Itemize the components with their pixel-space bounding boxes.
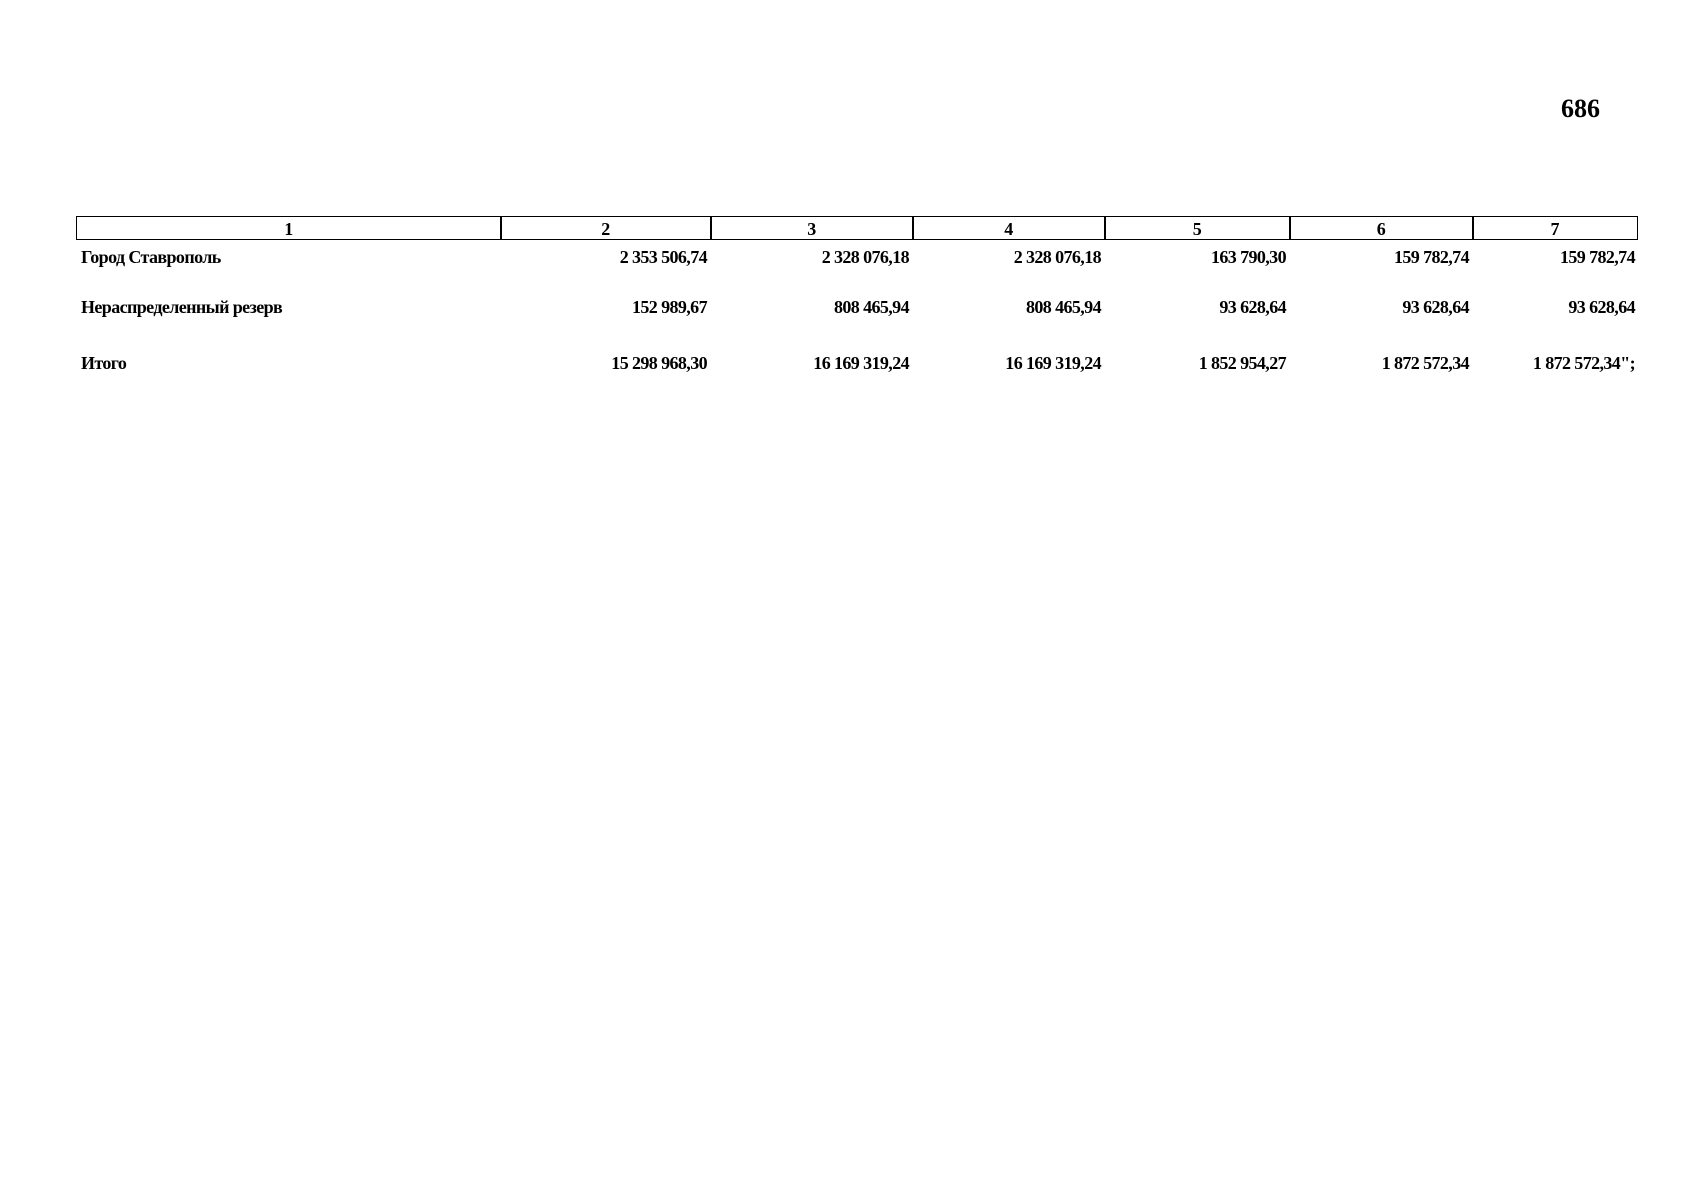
row-label: Нераспределенный резерв [81,297,283,317]
header-cell: 2 [500,216,712,240]
value-cell: 159 782,74 [1393,247,1470,267]
value-cell: 808 465,94 [1025,297,1102,317]
value-cell: 16 169 319,24 [813,353,909,373]
value-cell: 159 782,74 [1559,247,1636,267]
header-cell: 1 [76,216,502,240]
value-cell: 16 169 319,24 [1005,353,1101,373]
value-cell: 93 628,64 [1568,297,1635,317]
value-cell: 152 989,67 [631,297,708,317]
value-cell: 1 852 954,27 [1198,353,1287,373]
value-cell: 163 790,30 [1210,247,1287,267]
header-cell: 3 [710,216,914,240]
value-cell: 1 872 572,34 [1381,353,1470,373]
value-cell: 93 628,64 [1402,297,1469,317]
header-cell: 6 [1289,216,1474,240]
header-cell: 5 [1104,216,1291,240]
value-cell: 808 465,94 [833,297,910,317]
value-cell: 15 298 968,30 [611,353,707,373]
header-cell: 7 [1472,216,1638,240]
value-cell: 2 328 076,18 [1013,247,1102,267]
value-cell: 1 872 572,34"; [1532,353,1636,373]
value-cell: 93 628,64 [1219,297,1286,317]
value-cell: 2 353 506,74 [619,247,708,267]
header-cell: 4 [912,216,1106,240]
page-number: 686 [1561,94,1600,123]
row-label: Итого [81,353,127,373]
value-cell: 2 328 076,18 [821,247,910,267]
row-label: Город Ставрополь [81,247,221,267]
